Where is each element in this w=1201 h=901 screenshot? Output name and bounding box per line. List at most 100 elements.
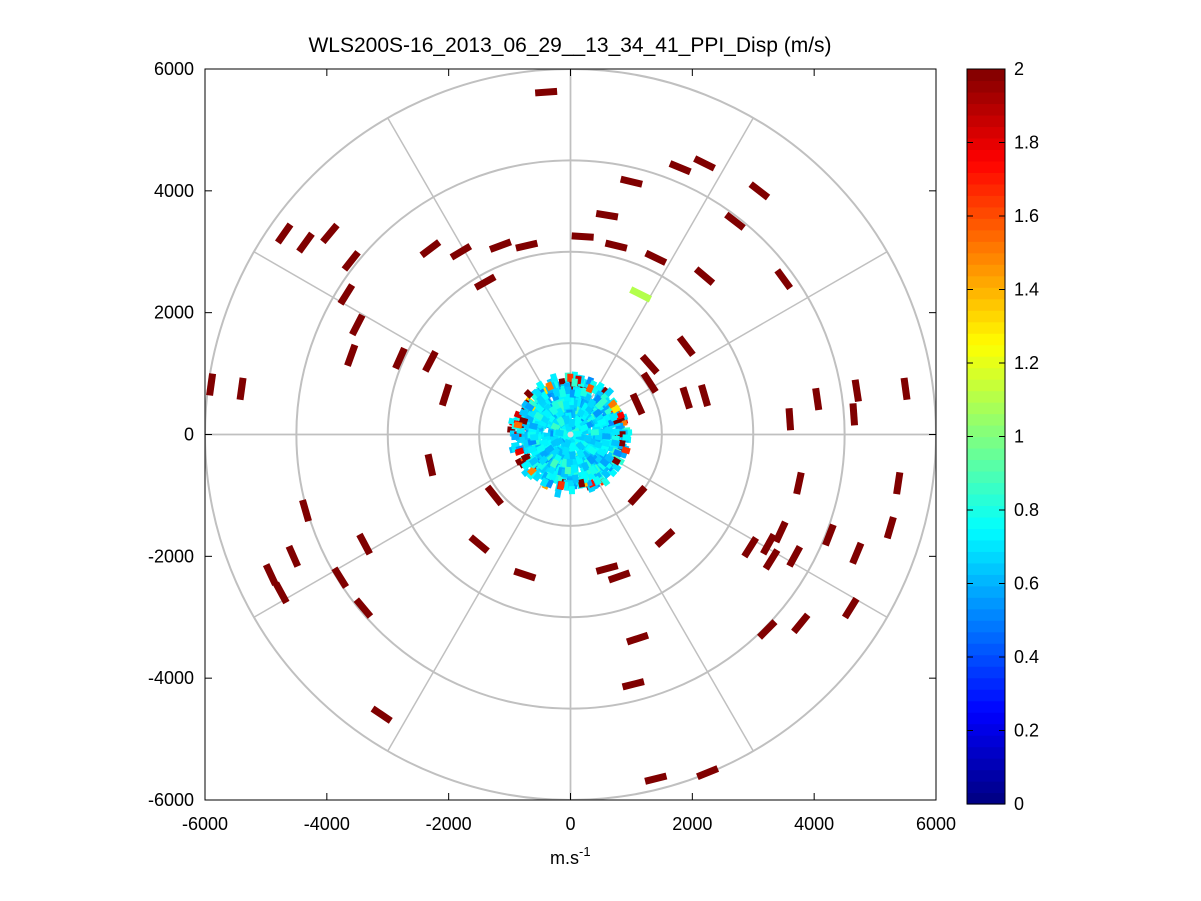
- colorbar-swatch: [967, 172, 1005, 185]
- core-point: [579, 423, 589, 433]
- core-point: [539, 477, 549, 488]
- data-point: [627, 484, 648, 506]
- grid-spoke: [569, 117, 754, 435]
- data-point: [484, 484, 504, 507]
- y-tick-label: -2000: [148, 546, 194, 566]
- colorbar-swatch: [967, 252, 1005, 265]
- colorbar-swatch: [967, 608, 1005, 621]
- data-point: [206, 373, 217, 396]
- core-point: [571, 378, 578, 387]
- core-point: [538, 455, 549, 466]
- data-point: [468, 534, 490, 554]
- colorbar-swatch: [967, 310, 1005, 323]
- colorbar-tick-label: 0.2: [1014, 721, 1039, 741]
- core-point: [563, 438, 572, 449]
- colorbar-swatch: [967, 528, 1005, 541]
- colorbar-swatch: [967, 137, 1005, 150]
- data-point: [299, 499, 312, 523]
- colorbar-swatch: [967, 344, 1005, 357]
- core-point: [594, 433, 604, 441]
- colorbar-swatch: [967, 69, 1005, 82]
- core-point: [548, 471, 558, 481]
- core-point: [568, 418, 576, 428]
- colorbar-swatch: [967, 80, 1005, 93]
- core-point: [574, 388, 582, 398]
- core-point: [550, 422, 561, 432]
- colorbar-swatch: [967, 792, 1005, 805]
- core-point: [604, 426, 613, 434]
- core-point: [600, 476, 611, 487]
- core-point: [572, 430, 582, 438]
- data-point: [438, 383, 453, 407]
- colorbar-swatch: [967, 781, 1005, 794]
- data-point: [883, 516, 897, 540]
- data-point: [621, 678, 645, 691]
- core-point: [548, 405, 559, 416]
- core-point: [602, 433, 611, 440]
- core-point: [535, 444, 546, 454]
- core-point: [528, 456, 539, 467]
- data-point: [344, 343, 359, 367]
- core-point: [545, 381, 555, 392]
- colorbar-swatch: [967, 367, 1005, 380]
- colorbar-swatch: [967, 321, 1005, 334]
- core-point: [581, 461, 590, 472]
- data-point: [337, 283, 356, 306]
- core-point: [593, 440, 603, 450]
- colorbar-swatch: [967, 585, 1005, 598]
- data-point: [760, 532, 777, 556]
- core-point: [594, 399, 605, 410]
- colorbar-swatch: [967, 287, 1005, 300]
- core-point: [520, 452, 531, 462]
- data-point: [625, 631, 650, 646]
- colorbar-swatch: [967, 114, 1005, 128]
- data-point: [698, 383, 711, 408]
- data-point: [696, 765, 720, 780]
- core-point: [615, 411, 625, 420]
- core-point: [622, 434, 631, 441]
- colorbar-swatch: [967, 91, 1005, 105]
- core-point: [554, 437, 564, 447]
- core-point: [610, 404, 621, 414]
- core-point: [549, 458, 559, 469]
- colorbar-swatch: [967, 769, 1005, 782]
- core-point: [530, 433, 539, 441]
- data-point: [741, 536, 760, 559]
- colorbar-swatch: [967, 206, 1005, 219]
- core-point: [521, 467, 532, 478]
- core-point: [521, 460, 532, 471]
- colorbar-swatch: [967, 689, 1005, 702]
- data-point: [419, 239, 442, 259]
- colorbar-swatch: [967, 298, 1005, 311]
- core-point: [554, 488, 562, 498]
- colorbar-swatch: [967, 700, 1005, 713]
- data-point: [629, 286, 652, 303]
- core-point: [514, 447, 525, 456]
- core-point: [542, 408, 553, 419]
- colorbar-swatch: [967, 482, 1005, 495]
- data-point: [676, 335, 696, 358]
- data-point: [893, 471, 904, 495]
- colorbar-swatch: [967, 447, 1005, 461]
- data-point: [422, 350, 439, 373]
- colorbar-swatch: [967, 413, 1005, 426]
- chart-title: WLS200S-16_2013_06_29__13_34_41_PPI_Disp…: [308, 34, 831, 57]
- core-point: [588, 465, 598, 476]
- core-point: [533, 411, 544, 421]
- core-point: [511, 433, 520, 441]
- core-point: [587, 445, 598, 456]
- core-point: [527, 445, 538, 454]
- data-point: [772, 520, 789, 544]
- core-point: [561, 446, 570, 456]
- core-point: [556, 416, 566, 427]
- core-point: [597, 460, 608, 471]
- core-point: [585, 383, 595, 394]
- colorbar-swatch: [967, 241, 1005, 254]
- colorbar-swatch: [967, 620, 1005, 633]
- x-tick-label: -4000: [304, 814, 350, 834]
- colorbar-swatch: [967, 229, 1005, 242]
- core-point: [575, 441, 586, 452]
- data-point: [595, 562, 619, 575]
- colorbar-swatch: [967, 631, 1005, 644]
- y-tick-label: 4000: [154, 181, 194, 201]
